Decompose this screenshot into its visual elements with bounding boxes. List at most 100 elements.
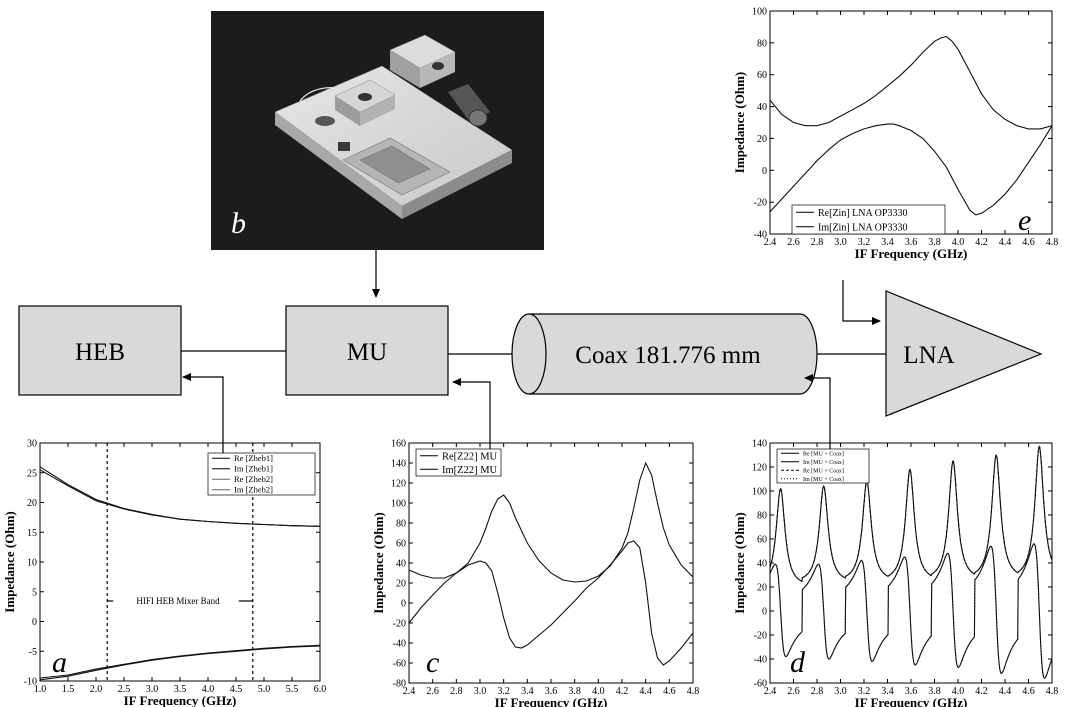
y-tick-label: -5 — [29, 647, 37, 658]
x-tick-label: 3.2 — [858, 686, 871, 697]
x-tick-label: 4.4 — [999, 686, 1012, 697]
legend-label: Re [MU + Coax] — [803, 468, 844, 474]
x-tick-label: 6.0 — [314, 684, 327, 695]
y-tick-label: 15 — [27, 528, 37, 539]
y-tick-label: 40 — [757, 102, 767, 113]
legend-label: Re[Zin] LNA OP3330 — [818, 208, 907, 219]
legend-box — [776, 448, 870, 484]
x-tick-label: 4.0 — [952, 237, 965, 248]
y-tick-label: 160 — [391, 439, 406, 450]
x-tick-label: 3.6 — [905, 237, 918, 248]
y-tick-label: 25 — [27, 468, 37, 479]
x-tick-label: 3.4 — [521, 686, 534, 697]
y-tick-label: 0 — [762, 607, 767, 618]
plot-frame — [769, 10, 1053, 235]
x-tick-label: 4.2 — [975, 686, 988, 697]
x-tick-label: 4.0 — [202, 684, 215, 695]
x-axis-label: IF Frequency (GHz) — [855, 246, 968, 261]
x-tick-label: 3.6 — [905, 686, 918, 697]
arrow-chart-c-to-mu — [452, 378, 491, 455]
plot-frame — [408, 442, 694, 684]
x-tick-label: 4.6 — [663, 686, 676, 697]
y-tick-label: 20 — [757, 134, 767, 145]
x-tick-label: 3.0 — [474, 686, 487, 697]
y-tick-label: 60 — [396, 539, 406, 550]
chart-a-heb-impedance: 1.0 1.5 2.0 2.5 3.0 3.5 4.0 4.5 5.0 5.5 6.0 30 25 20 1… — [2, 439, 326, 707]
arrow-chart-a-to-heb — [182, 373, 224, 455]
sma-connector-end — [468, 109, 488, 127]
y-tick-label: 120 — [752, 463, 767, 474]
x-tick-label: 4.8 — [687, 686, 700, 697]
arrow-chart-d-to-coax — [804, 374, 831, 455]
standoff — [315, 116, 335, 126]
panel-label: c — [426, 646, 439, 679]
x-tick-label: 3.5 — [174, 684, 187, 695]
y-tick-label: 80 — [757, 38, 767, 49]
y-tick-label: 10 — [27, 558, 37, 569]
series-line — [39, 644, 321, 679]
y-tick-label: -40 — [754, 655, 767, 666]
x-tick-label: 2.4 — [403, 686, 416, 697]
series-line — [769, 445, 1053, 583]
lna-triangle — [885, 290, 1043, 417]
y-axis-label: Impedance (Ohm) — [732, 512, 747, 613]
chart-d-mu-coax-impedance: 2.4 2.6 2.8 3.0 3.2 3.4 3.6 3.8 4.0 4.2 4.4 4.6 4.8 1… — [732, 439, 1058, 707]
legend-label: Re [MU + Coax] — [803, 451, 844, 457]
x-tick-label: 4.0 — [952, 686, 965, 697]
y-tick-label: 20 — [27, 498, 37, 509]
y-tick-label: 80 — [757, 511, 767, 522]
mu-block — [285, 305, 449, 396]
y-axis-label: Impedance (Ohm) — [371, 512, 386, 613]
screw-hole — [432, 62, 444, 70]
legend-label: Im [Zheb1] — [234, 464, 273, 474]
x-tick-label: 4.5 — [230, 684, 243, 695]
arrow-chart-e-to-lna — [842, 280, 881, 325]
x-tick-label: 5.0 — [258, 684, 271, 695]
x-tick-label: 2.5 — [118, 684, 131, 695]
x-tick-label: 3.8 — [928, 237, 941, 248]
x-tick-label: 1.0 — [34, 684, 47, 695]
y-tick-label: 5 — [32, 587, 37, 598]
legend-box — [791, 204, 946, 235]
x-tick-label: 1.5 — [62, 684, 75, 695]
legend-label: Re [Zheb2] — [234, 474, 273, 484]
x-axis-label: IF Frequency (GHz) — [495, 695, 608, 707]
series-line — [769, 123, 1053, 216]
legend-label: Im [Zheb2] — [234, 485, 273, 495]
component — [338, 142, 350, 151]
y-tick-label: 0 — [32, 617, 37, 628]
heb-label: HEB — [75, 339, 125, 366]
series-line — [39, 469, 321, 527]
y-tick-label: 80 — [396, 519, 406, 530]
x-axis-label: IF Frequency (GHz) — [124, 693, 237, 707]
legend-label: Re[Z22] MU — [442, 451, 498, 462]
y-tick-label: 140 — [752, 439, 767, 450]
coax-end-cap — [511, 313, 547, 395]
x-tick-label: 2.4 — [764, 686, 777, 697]
series-line — [408, 540, 694, 666]
coax-label: Coax 181.776 mm — [575, 342, 761, 369]
y-tick-label: 0 — [762, 166, 767, 177]
heb-block — [18, 305, 182, 396]
chart-c-mu-impedance: 2.4 2.6 2.8 3.0 3.2 3.4 3.6 3.8 4.0 4.2 4.4 4.6 4.8 1… — [371, 439, 699, 707]
x-tick-label: 5.5 — [286, 684, 299, 695]
x-tick-label: 2.4 — [764, 237, 777, 248]
x-tick-label: 4.2 — [616, 686, 629, 697]
block-diagram: HEB MU Coax 181.776 mm LNA — [18, 250, 1043, 455]
y-tick-label: -60 — [754, 679, 767, 690]
photo-panel-label: b — [231, 207, 246, 240]
y-tick-label: 20 — [396, 579, 406, 590]
mu-label: MU — [347, 339, 387, 366]
chart-e-lna-impedance: 2.4 2.6 2.8 3.0 3.2 3.4 3.6 3.8 4.0 4.2 4.4 4.6 4.8 1… — [732, 7, 1058, 262]
y-tick-label: 40 — [757, 559, 767, 570]
x-axis-label: IF Frequency (GHz) — [855, 695, 968, 707]
x-tick-label: 3.8 — [568, 686, 581, 697]
x-tick-label: 4.0 — [592, 686, 605, 697]
x-tick-label: 3.8 — [928, 686, 941, 697]
y-tick-label: 120 — [391, 479, 406, 490]
y-tick-label: 100 — [752, 487, 767, 498]
x-tick-label: 3.4 — [881, 237, 894, 248]
screw-hole — [358, 93, 372, 101]
lna-label: LNA — [903, 342, 954, 369]
y-tick-label: 30 — [27, 439, 37, 450]
